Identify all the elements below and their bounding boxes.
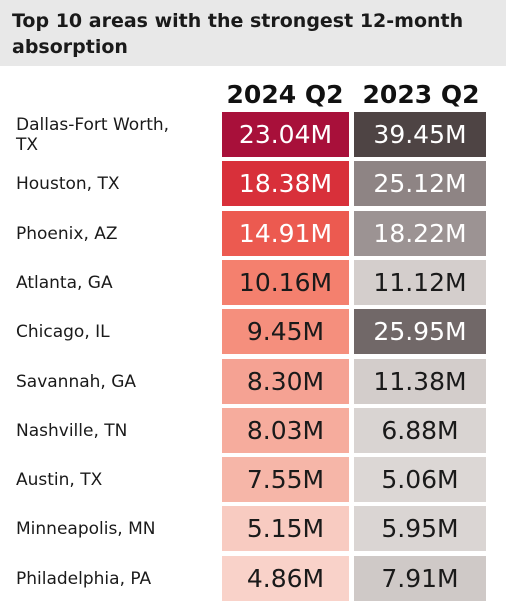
value-cell-2024: 23.04M (222, 112, 349, 157)
row-label: Houston, TX (16, 173, 120, 194)
value-cell-2023: 6.88M (354, 408, 486, 453)
value-cell-2023: 7.91M (354, 556, 486, 601)
value-cell-2024: 10.16M (222, 260, 349, 305)
column-header-2024-q2: 2024 Q2 (226, 80, 344, 109)
value-cell-2024: 9.45M (222, 309, 349, 354)
value-cell-2024: 8.03M (222, 408, 349, 453)
value-cell-2023: 25.12M (354, 161, 486, 206)
row-label: Minneapolis, MN (16, 518, 156, 539)
value-cell-2024: 18.38M (222, 161, 349, 206)
row-label: Atlanta, GA (16, 272, 113, 293)
value-cell-2024: 5.15M (222, 506, 349, 551)
row-label: Dallas-Fort Worth, TX (16, 114, 170, 155)
value-cell-2023: 11.38M (354, 359, 486, 404)
title-bar: Top 10 areas with the strongest 12-month… (0, 0, 506, 66)
value-cell-2024: 8.30M (222, 359, 349, 404)
value-cell-2023: 39.45M (354, 112, 486, 157)
chart-title: Top 10 areas with the strongest 12-month… (12, 10, 464, 58)
value-cell-2023: 11.12M (354, 260, 486, 305)
row-label: Austin, TX (16, 469, 103, 490)
value-cell-2024: 14.91M (222, 211, 349, 256)
value-cell-2023: 5.06M (354, 457, 486, 502)
row-label: Philadelphia, PA (16, 568, 152, 589)
value-cell-2024: 7.55M (222, 457, 349, 502)
row-label: Nashville, TN (16, 420, 128, 441)
value-cell-2023: 25.95M (354, 309, 486, 354)
row-label: Chicago, IL (16, 321, 110, 342)
column-header-2023-q2: 2023 Q2 (362, 80, 480, 109)
value-cell-2023: 18.22M (354, 211, 486, 256)
row-label: Phoenix, AZ (16, 223, 118, 244)
value-cell-2024: 4.86M (222, 556, 349, 601)
row-label: Savannah, GA (16, 371, 137, 392)
value-cell-2023: 5.95M (354, 506, 486, 551)
